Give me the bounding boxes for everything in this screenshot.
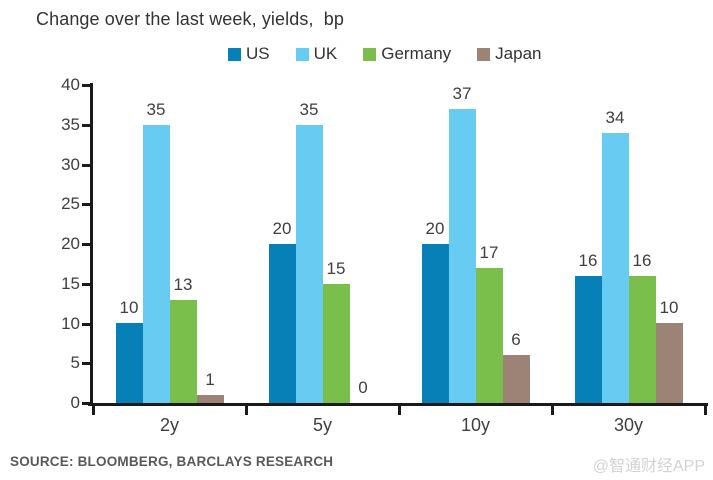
y-axis-tick-label: 10 <box>61 313 80 333</box>
watermark-text: @智通财经APP <box>592 458 705 475</box>
bar-japan-10y <box>502 355 530 403</box>
y-axis-tick-label: 5 <box>70 353 80 373</box>
x-axis-tick <box>704 406 707 415</box>
y-axis-tick <box>82 203 90 207</box>
y-axis-tick-label: 40 <box>61 75 80 94</box>
bar-us-2y <box>115 323 143 403</box>
bar-value-label: 1 <box>205 370 215 389</box>
bar-germany-2y <box>169 300 197 403</box>
y-axis-tick <box>82 123 90 127</box>
legend-swatch-icon <box>363 47 377 61</box>
legend-item-label: UK <box>313 44 338 63</box>
bar-uk-10y <box>448 109 476 403</box>
source-text: SOURCE: BLOOMBERG, BARCLAYS RESEARCH <box>10 454 334 469</box>
x-axis-tick <box>551 406 554 415</box>
legend-item-label: Japan <box>495 44 542 63</box>
bar-us-10y <box>421 244 449 403</box>
legend-swatch-icon <box>477 47 491 61</box>
legend-item-label: US <box>246 44 270 63</box>
bar-value-label: 15 <box>326 259 346 278</box>
bar-value-label: 20 <box>425 219 445 238</box>
bar-value-label: 35 <box>146 100 166 119</box>
bar-value-label: 13 <box>173 275 193 294</box>
bar-value-label: 10 <box>119 298 139 317</box>
chart-title: Change over the last week, yields, bp <box>36 9 344 29</box>
bar-value-label: 20 <box>272 219 292 238</box>
y-axis-tick <box>82 322 90 326</box>
y-axis-tick-label: 25 <box>61 194 80 214</box>
bar-us-5y <box>268 244 296 403</box>
y-axis-tick <box>82 84 90 87</box>
x-axis-category-label: 5y <box>312 415 332 435</box>
y-axis-tick-label: 30 <box>61 154 80 174</box>
bar-uk-2y <box>142 125 170 403</box>
bar-japan-30y <box>655 323 683 403</box>
bar-uk-5y <box>295 125 323 403</box>
x-axis-category-label: 10y <box>460 415 491 435</box>
y-axis-tick-label: 0 <box>70 393 80 412</box>
bar-value-label: 37 <box>452 84 472 103</box>
x-axis-tick <box>245 406 248 415</box>
bar-value-label: 16 <box>632 251 652 270</box>
y-axis-tick <box>82 163 90 167</box>
x-axis-line <box>88 403 708 406</box>
bar-us-30y <box>574 276 602 403</box>
legend-swatch-icon <box>295 47 309 61</box>
x-axis-tick <box>398 406 401 415</box>
y-axis-tick <box>82 243 90 246</box>
bar-value-label: 10 <box>659 298 679 317</box>
bar-value-label: 34 <box>605 108 625 127</box>
x-axis-category-label: 2y <box>159 415 179 435</box>
x-axis-category-label: 30y <box>613 415 644 435</box>
legend-item-label: Germany <box>381 44 452 63</box>
bar-japan-2y <box>196 395 224 403</box>
y-axis-tick-label: 15 <box>61 273 80 293</box>
y-axis-tick-label: 20 <box>61 234 80 253</box>
legend-item-japan: Japan <box>477 44 542 64</box>
x-axis-tick <box>92 406 95 415</box>
bar-uk-30y <box>601 133 629 403</box>
y-axis-tick <box>82 282 90 286</box>
y-axis-line <box>90 83 93 406</box>
legend-swatch-icon <box>228 47 241 61</box>
legend-item-us: US <box>228 44 270 64</box>
bar-value-label: 35 <box>299 100 319 119</box>
legend-item-uk: UK <box>295 44 338 64</box>
bar-value-label: 0 <box>358 378 368 397</box>
legend: US UK Germany Japan <box>228 44 542 64</box>
bar-value-label: 16 <box>578 251 598 270</box>
y-axis-tick <box>82 362 90 366</box>
legend-item-germany: Germany <box>363 44 451 64</box>
y-axis-tick <box>82 402 90 405</box>
bar-germany-30y <box>628 276 656 403</box>
bar-germany-10y <box>475 268 503 403</box>
bar-germany-5y <box>322 284 350 403</box>
bar-value-label: 17 <box>479 243 499 262</box>
bar-value-label: 6 <box>511 330 521 349</box>
y-axis-tick-label: 35 <box>61 114 80 134</box>
